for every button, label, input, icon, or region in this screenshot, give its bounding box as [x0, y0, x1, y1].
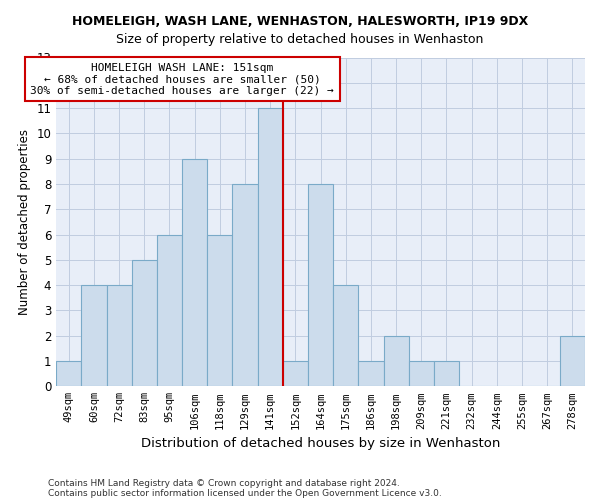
Bar — [333, 285, 358, 386]
Bar — [283, 361, 308, 386]
Bar — [182, 158, 207, 386]
Bar — [257, 108, 283, 386]
Bar — [232, 184, 257, 386]
Bar — [207, 234, 232, 386]
Bar — [434, 361, 459, 386]
Bar — [107, 285, 132, 386]
Bar — [82, 285, 107, 386]
Bar — [560, 336, 585, 386]
Bar — [409, 361, 434, 386]
Bar — [358, 361, 383, 386]
Bar — [383, 336, 409, 386]
Text: Contains public sector information licensed under the Open Government Licence v3: Contains public sector information licen… — [48, 488, 442, 498]
Bar — [157, 234, 182, 386]
Text: Size of property relative to detached houses in Wenhaston: Size of property relative to detached ho… — [116, 32, 484, 46]
Text: HOMELEIGH, WASH LANE, WENHASTON, HALESWORTH, IP19 9DX: HOMELEIGH, WASH LANE, WENHASTON, HALESWO… — [72, 15, 528, 28]
Y-axis label: Number of detached properties: Number of detached properties — [18, 129, 31, 315]
Text: HOMELEIGH WASH LANE: 151sqm
← 68% of detached houses are smaller (50)
30% of sem: HOMELEIGH WASH LANE: 151sqm ← 68% of det… — [30, 62, 334, 96]
X-axis label: Distribution of detached houses by size in Wenhaston: Distribution of detached houses by size … — [141, 437, 500, 450]
Text: Contains HM Land Registry data © Crown copyright and database right 2024.: Contains HM Land Registry data © Crown c… — [48, 478, 400, 488]
Bar — [56, 361, 82, 386]
Bar — [132, 260, 157, 386]
Bar — [308, 184, 333, 386]
